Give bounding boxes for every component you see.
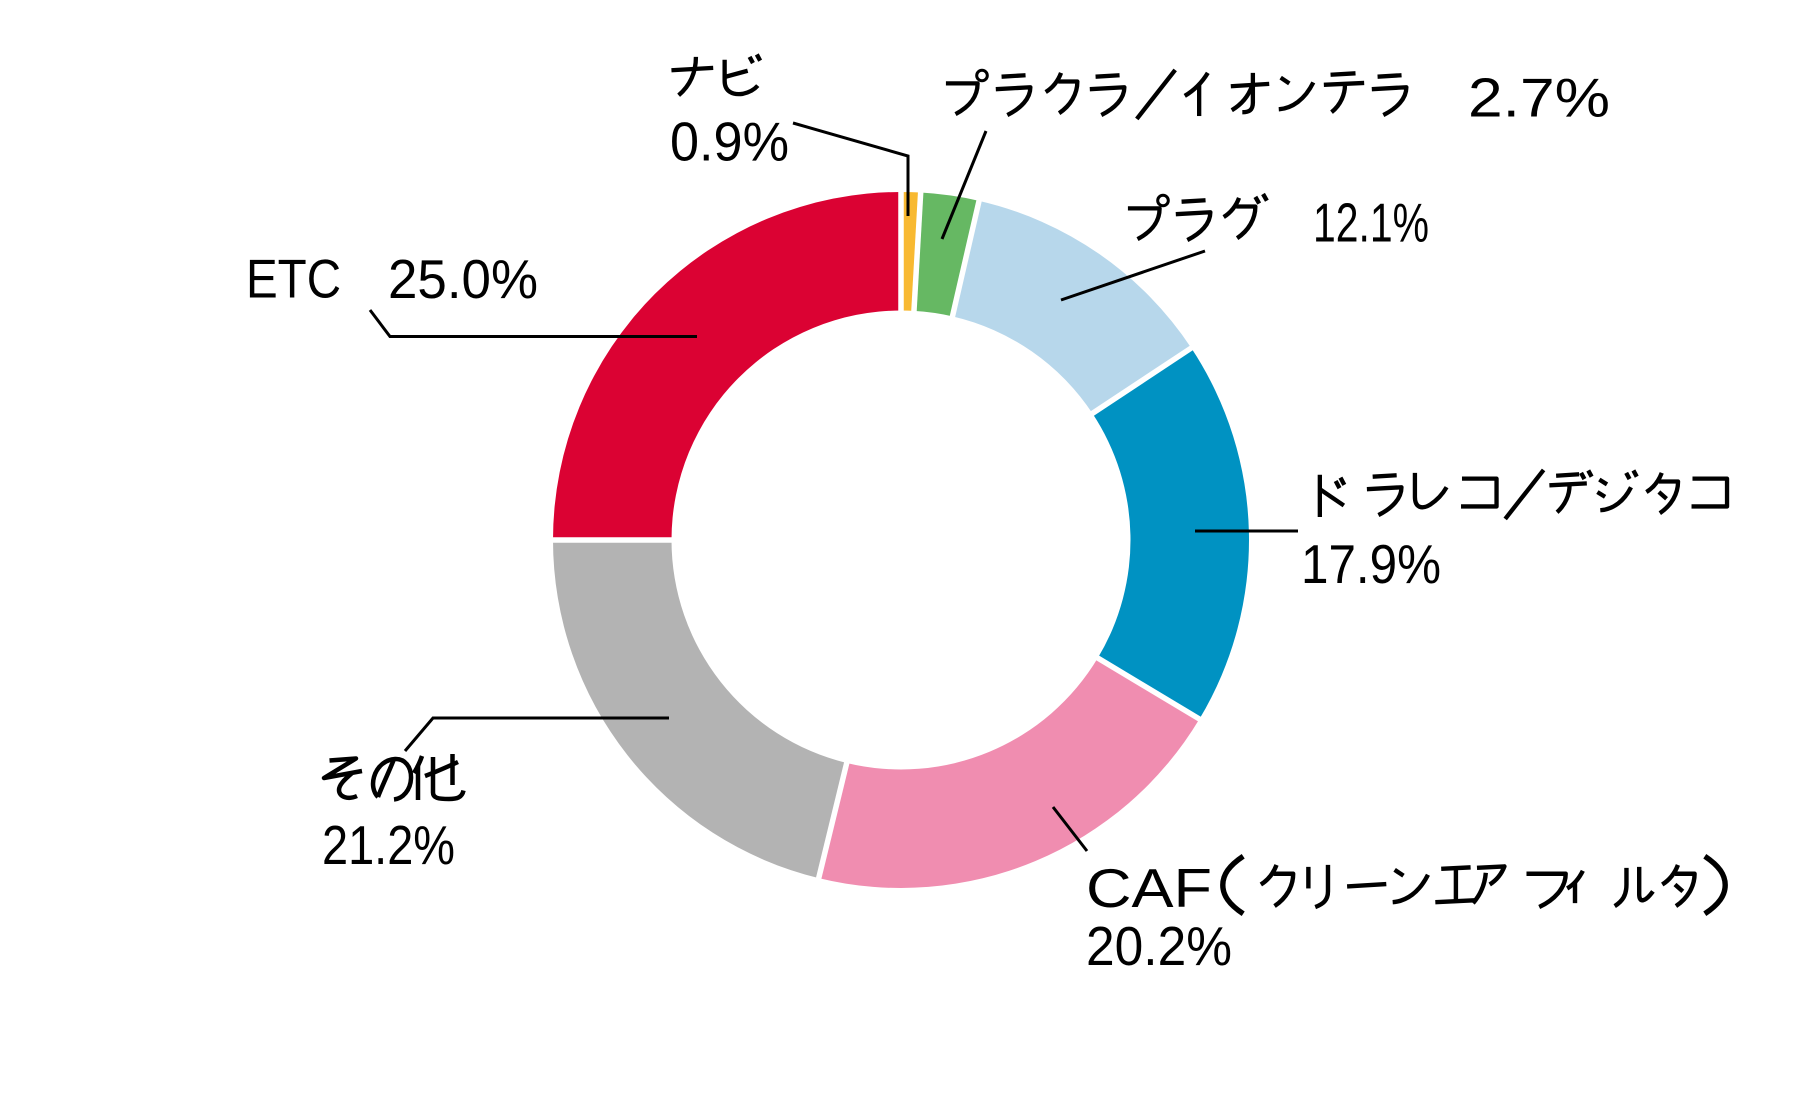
svg-text:CAF: CAF: [1086, 857, 1212, 919]
svg-text:17.9%: 17.9%: [1301, 533, 1441, 595]
svg-text:12.1%: 12.1%: [1313, 192, 1429, 254]
svg-text:0.9%: 0.9%: [670, 111, 789, 173]
svg-text:25.0%: 25.0%: [388, 248, 538, 310]
svg-text:ETC: ETC: [246, 248, 341, 310]
svg-text:2.7%: 2.7%: [1468, 67, 1610, 129]
svg-text:20.2%: 20.2%: [1086, 915, 1232, 977]
svg-text:21.2%: 21.2%: [322, 814, 455, 876]
